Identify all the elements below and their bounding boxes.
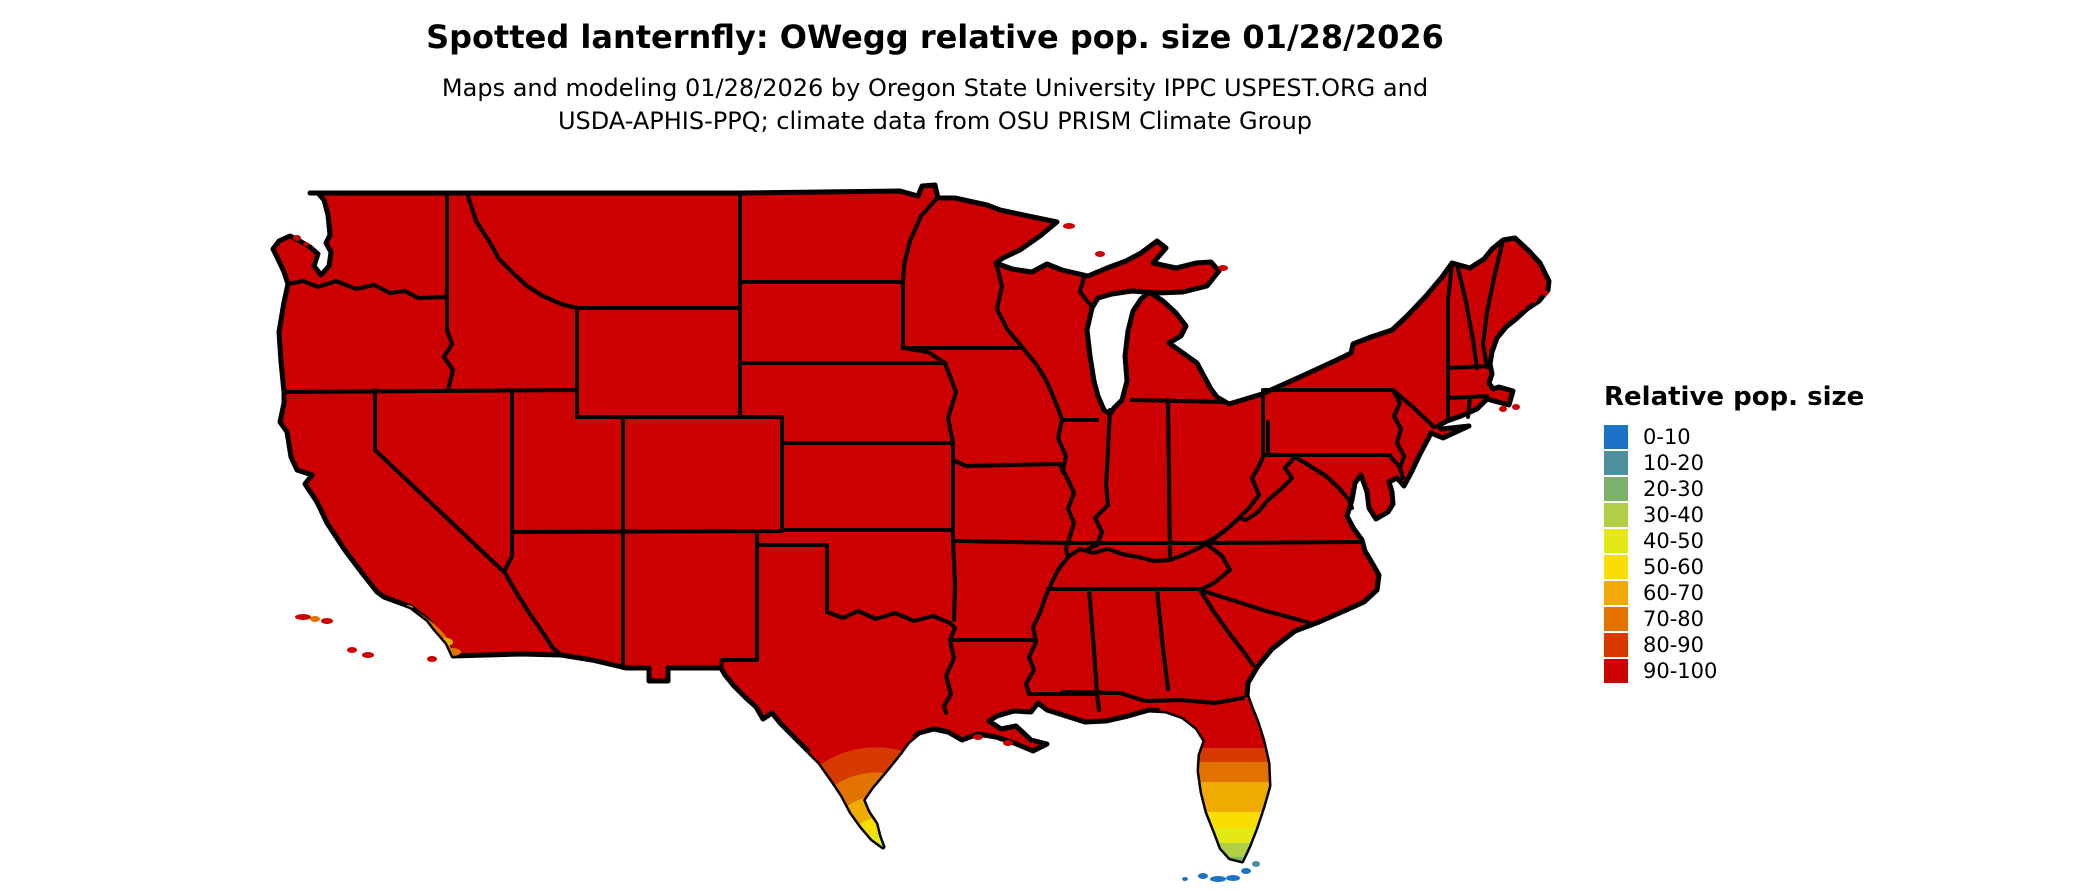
legend-label: 60-70: [1643, 581, 1705, 605]
state-borders: [282, 191, 1505, 715]
legend-title: Relative pop. size: [1604, 382, 1865, 412]
island-dots: [293, 223, 1548, 882]
legend-row: 30-40: [1604, 502, 1864, 528]
legend-color-swatch: [1604, 529, 1628, 553]
legend-label: 10-20: [1643, 451, 1705, 475]
legend-label: 90-100: [1643, 659, 1718, 683]
legend-row: 70-80: [1604, 606, 1864, 632]
legend: Relative pop. size 0-10 10-20 20-30 30-4…: [1604, 382, 1864, 684]
legend-row: 50-60: [1604, 554, 1864, 580]
legend-color-swatch: [1604, 607, 1628, 631]
legend-row: 20-30: [1604, 476, 1864, 502]
legend-color-swatch: [1604, 425, 1628, 449]
legend-row: 80-90: [1604, 632, 1864, 658]
legend-label: 50-60: [1643, 555, 1705, 579]
us-outline: [270, 182, 1552, 864]
legend-color-swatch: [1604, 451, 1628, 475]
legend-color-swatch: [1604, 503, 1628, 527]
legend-color-swatch: [1604, 633, 1628, 657]
south-texas-gradient: [761, 730, 991, 861]
subtitle-line-2: USDA-APHIS-PPQ; climate data from OSU PR…: [557, 107, 1313, 135]
florida-keys: [1182, 861, 1260, 882]
legend-color-swatch: [1604, 555, 1628, 579]
subtitle-line-1: Maps and modeling 01/28/2026 by Oregon S…: [441, 74, 1429, 102]
page-title: Spotted lanternfly: OWegg relative pop. …: [426, 18, 1444, 56]
south-florida-gradient: [1160, 697, 1295, 861]
legend-label: 80-90: [1643, 633, 1705, 657]
legend-color-swatch: [1604, 477, 1628, 501]
map-header: Spotted lanternfly: OWegg relative pop. …: [0, 18, 1870, 138]
legend-label: 20-30: [1643, 477, 1705, 501]
legend-label: 30-40: [1643, 503, 1705, 527]
legend-label: 40-50: [1643, 529, 1705, 553]
legend-items: 0-10 10-20 20-30 30-40 40-50 50-60 60-70…: [1604, 424, 1864, 684]
legend-row: 90-100: [1604, 658, 1864, 684]
legend-label: 70-80: [1643, 607, 1705, 631]
legend-color-swatch: [1604, 659, 1628, 683]
legend-row: 40-50: [1604, 528, 1864, 554]
legend-row: 60-70: [1604, 580, 1864, 606]
legend-row: 10-20: [1604, 450, 1864, 476]
legend-color-swatch: [1604, 581, 1628, 605]
channel-islands: [295, 614, 437, 662]
legend-row: 0-10: [1604, 424, 1864, 450]
legend-label: 0-10: [1643, 425, 1691, 449]
